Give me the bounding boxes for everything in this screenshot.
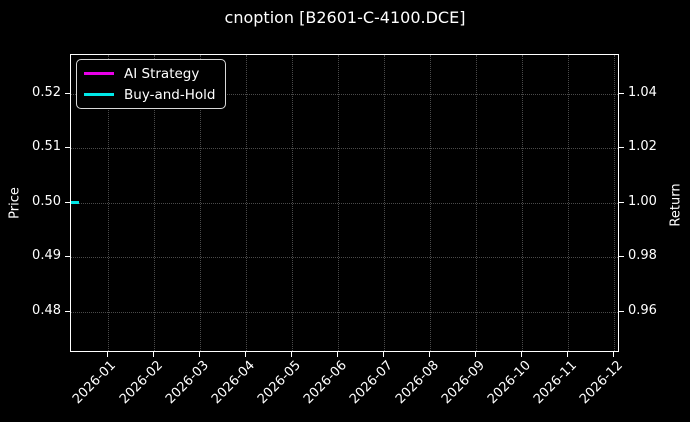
gridline-h (71, 148, 618, 150)
x-tick-label: 2026-09 (438, 358, 488, 408)
x-tick-mark (290, 352, 292, 357)
legend-swatch-ai-strategy (84, 72, 114, 75)
x-tick-mark (428, 352, 430, 357)
series-buy-and-hold (71, 201, 79, 205)
legend: AI Strategy Buy-and-Hold (76, 59, 227, 109)
x-tick-mark (106, 352, 108, 357)
gridline-h (71, 202, 618, 204)
y-right-tick-label: 0.96 (628, 303, 657, 319)
return-axis-label: Return (668, 183, 684, 227)
y-left-tick-label: 0.50 (32, 193, 61, 209)
x-tick-mark (566, 352, 568, 357)
x-tick-mark (474, 352, 476, 357)
y-left-tick-mark (65, 92, 70, 94)
y-right-tick-mark (619, 201, 624, 203)
x-tick-label: 2026-05 (254, 358, 304, 408)
legend-label-buy-and-hold: Buy-and-Hold (124, 86, 216, 103)
x-tick-label: 2026-01 (70, 358, 120, 408)
x-tick-label: 2026-07 (346, 358, 396, 408)
x-tick-mark (152, 352, 154, 357)
legend-item-buy-and-hold: Buy-and-Hold (84, 85, 215, 104)
y-right-tick-mark (619, 147, 624, 149)
y-left-tick-mark (65, 311, 70, 313)
gridline-h (71, 257, 618, 259)
gridline-h (71, 93, 618, 95)
x-tick-label: 2026-03 (162, 358, 212, 408)
x-tick-mark (382, 352, 384, 357)
x-tick-mark (336, 352, 338, 357)
x-tick-mark (613, 352, 615, 357)
y-left-tick-label: 0.49 (32, 248, 61, 264)
chart-title: cnoption [B2601-C-4100.DCE] (224, 8, 466, 27)
y-right-tick-mark (619, 311, 624, 313)
y-right-tick-mark (619, 256, 624, 258)
gridline-h (71, 312, 618, 314)
x-tick-mark (520, 352, 522, 357)
y-right-tick-mark (619, 92, 624, 94)
y-left-tick-label: 0.48 (32, 303, 61, 319)
y-right-tick-label: 1.00 (628, 193, 657, 209)
y-right-tick-label: 1.04 (628, 84, 657, 100)
legend-swatch-buy-and-hold (84, 93, 114, 96)
x-tick-mark (198, 352, 200, 357)
x-tick-mark (244, 352, 246, 357)
y-right-tick-label: 1.02 (628, 139, 657, 155)
x-tick-label: 2026-02 (116, 358, 166, 408)
legend-item-ai-strategy: AI Strategy (84, 64, 215, 83)
legend-label-ai-strategy: AI Strategy (124, 65, 200, 82)
x-tick-label: 2026-11 (530, 358, 580, 408)
x-tick-label: 2026-10 (484, 358, 534, 408)
x-tick-label: 2026-12 (576, 358, 626, 408)
plot-area: AI Strategy Buy-and-Hold (70, 54, 619, 352)
y-left-tick-mark (65, 147, 70, 149)
y-right-tick-label: 0.98 (628, 248, 657, 264)
y-left-tick-mark (65, 256, 70, 258)
y-left-tick-label: 0.52 (32, 84, 61, 100)
y-left-tick-mark (65, 201, 70, 203)
x-tick-label: 2026-08 (392, 358, 442, 408)
x-tick-label: 2026-04 (208, 358, 258, 408)
x-tick-label: 2026-06 (300, 358, 350, 408)
y-left-tick-label: 0.51 (32, 139, 61, 155)
